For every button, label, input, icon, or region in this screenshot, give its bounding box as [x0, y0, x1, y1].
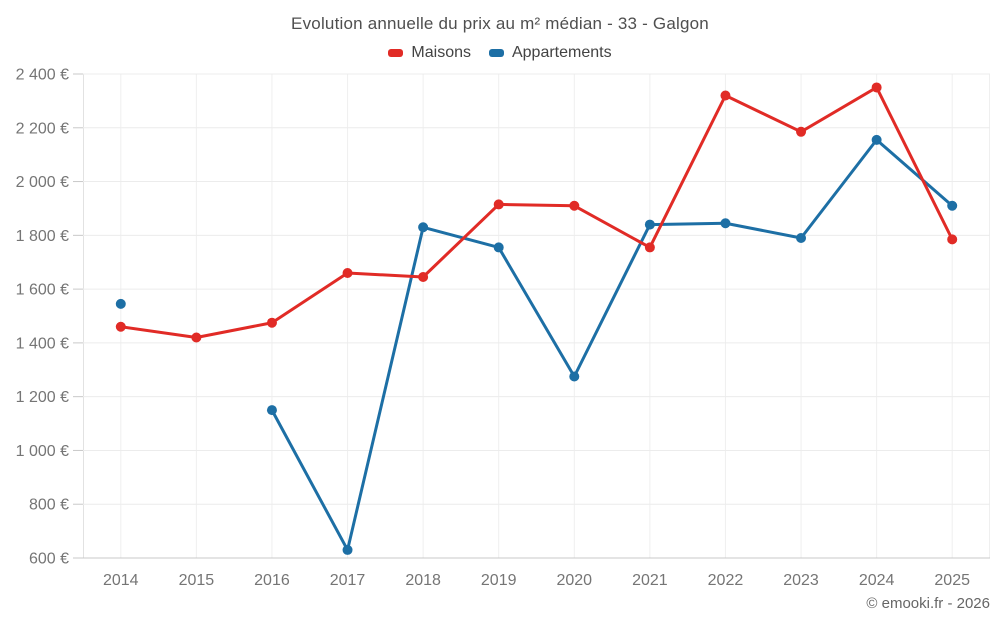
- y-tick-label: 2 200 €: [16, 120, 69, 137]
- x-tick-label: 2017: [330, 572, 366, 589]
- data-point-appartements-2018[interactable]: [418, 222, 429, 233]
- x-tick-label: 2015: [179, 572, 215, 589]
- legend-label-appartements: Appartements: [511, 44, 612, 61]
- data-point-maisons-2017[interactable]: [342, 267, 353, 278]
- data-point-maisons-2023[interactable]: [796, 126, 807, 137]
- y-tick-label: 1 800 €: [16, 228, 69, 245]
- x-tick-label: 2018: [405, 572, 441, 589]
- data-point-appartements-2014[interactable]: [115, 298, 126, 309]
- x-tick-label: 2019: [481, 572, 517, 589]
- data-point-maisons-2014[interactable]: [115, 321, 126, 332]
- data-point-maisons-2025[interactable]: [947, 234, 958, 245]
- legend-label-maisons: Maisons: [411, 44, 471, 61]
- data-point-appartements-2019[interactable]: [493, 242, 504, 253]
- chart-title: Evolution annuelle du prix au m² médian …: [291, 14, 709, 33]
- y-tick-label: 600 €: [29, 551, 69, 568]
- legend-swatch-maisons-icon: [388, 49, 404, 57]
- legend-item-appartements[interactable]: Appartements: [488, 44, 612, 62]
- x-tick-label: 2023: [783, 572, 819, 589]
- data-point-maisons-2019[interactable]: [493, 199, 504, 210]
- x-tick-label: 2021: [632, 572, 668, 589]
- series-line-maisons: [119, 85, 954, 340]
- x-tick-label: 2022: [708, 572, 744, 589]
- data-point-maisons-2024[interactable]: [871, 82, 882, 93]
- footer-credit: © emooki.fr - 2026: [866, 595, 990, 612]
- data-point-maisons-2022[interactable]: [720, 90, 731, 101]
- y-tick-label: 1 400 €: [16, 335, 69, 352]
- y-tick-label: 1 000 €: [16, 443, 69, 460]
- y-tick-label: 1 200 €: [16, 389, 69, 406]
- data-point-appartements-2017[interactable]: [342, 544, 353, 555]
- data-point-appartements-2025[interactable]: [947, 200, 958, 211]
- data-point-maisons-2020[interactable]: [569, 200, 580, 211]
- data-point-maisons-2016[interactable]: [266, 317, 277, 328]
- data-point-appartements-2024[interactable]: [871, 134, 882, 145]
- x-tick-label: 2016: [254, 572, 290, 589]
- data-point-maisons-2021[interactable]: [644, 242, 655, 253]
- x-tick-label: 2025: [934, 572, 970, 589]
- y-tick-label: 1 600 €: [16, 282, 69, 299]
- x-tick-label: 2020: [556, 572, 592, 589]
- data-point-appartements-2021[interactable]: [644, 219, 655, 230]
- y-tick-label: 800 €: [29, 497, 69, 514]
- data-point-appartements-2023[interactable]: [796, 233, 807, 244]
- data-point-maisons-2015[interactable]: [191, 332, 202, 343]
- data-point-maisons-2018[interactable]: [418, 272, 429, 283]
- legend-swatch-appartements-icon: [488, 49, 504, 57]
- y-tick-label: 2 400 €: [16, 67, 69, 84]
- y-tick-label: 2 000 €: [16, 174, 69, 191]
- data-point-appartements-2020[interactable]: [569, 371, 580, 382]
- x-tick-label: 2014: [103, 572, 139, 589]
- series-line-appartements: [270, 138, 954, 552]
- data-point-appartements-2022[interactable]: [720, 218, 731, 229]
- x-tick-label: 2024: [859, 572, 895, 589]
- legend: Maisons Appartements: [0, 44, 1000, 62]
- legend-item-maisons[interactable]: Maisons: [388, 44, 471, 62]
- data-point-appartements-2016[interactable]: [266, 405, 277, 416]
